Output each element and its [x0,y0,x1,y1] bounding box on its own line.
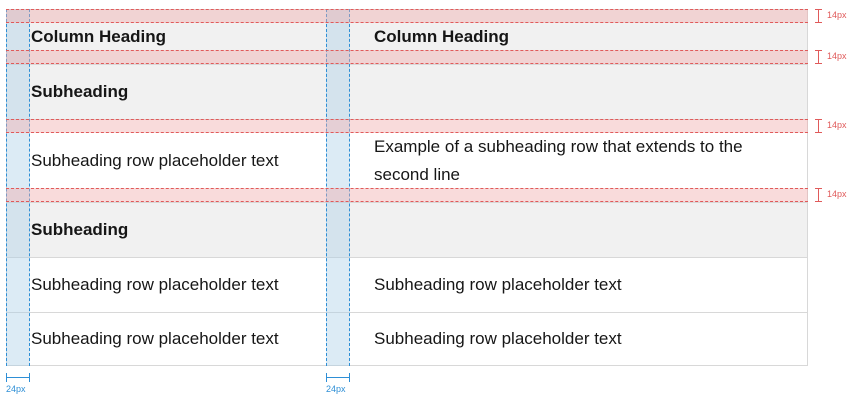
table-cell: Subheading row placeholder text [374,329,622,348]
padding-measure-label: 14px [827,189,847,199]
padding-guide [6,9,808,23]
column-padding-measure [6,373,30,382]
padding-measure-label: 14px [827,120,847,130]
padding-guide [6,188,808,202]
column-divider-guide [326,9,327,366]
padding-measure-label: 14px [827,10,847,20]
table-cell: Subheading row placeholder text [374,275,622,294]
table-row: Subheading row placeholder text Subheadi… [7,313,807,365]
table-header-row: Column Heading Column Heading [7,10,807,65]
padding-guide [6,119,808,133]
table-cell: Subheading row placeholder text [31,329,279,348]
subheading-row: Subheading [7,203,807,258]
padding-measure-label: 14px [827,51,847,61]
table-cell: Subheading row placeholder text [31,275,279,294]
subheading-label: Subheading [31,220,129,239]
column-padding-label: 24px [326,384,346,394]
column-padding-guide [6,9,30,366]
table-row: Subheading row placeholder text Subheadi… [7,258,807,313]
column-padding-measure [326,373,350,382]
table-cell: Example of a subheading row that extends… [374,137,743,184]
column-heading-2: Column Heading [374,27,510,46]
padding-guide [6,50,808,64]
subheading-row: Subheading [7,65,807,120]
column-heading-1: Column Heading [31,27,167,46]
table-cell: Subheading row placeholder text [31,151,279,170]
subheading-label: Subheading [31,82,129,101]
column-padding-label: 24px [6,384,26,394]
table-row: Subheading row placeholder text Example … [7,120,807,203]
